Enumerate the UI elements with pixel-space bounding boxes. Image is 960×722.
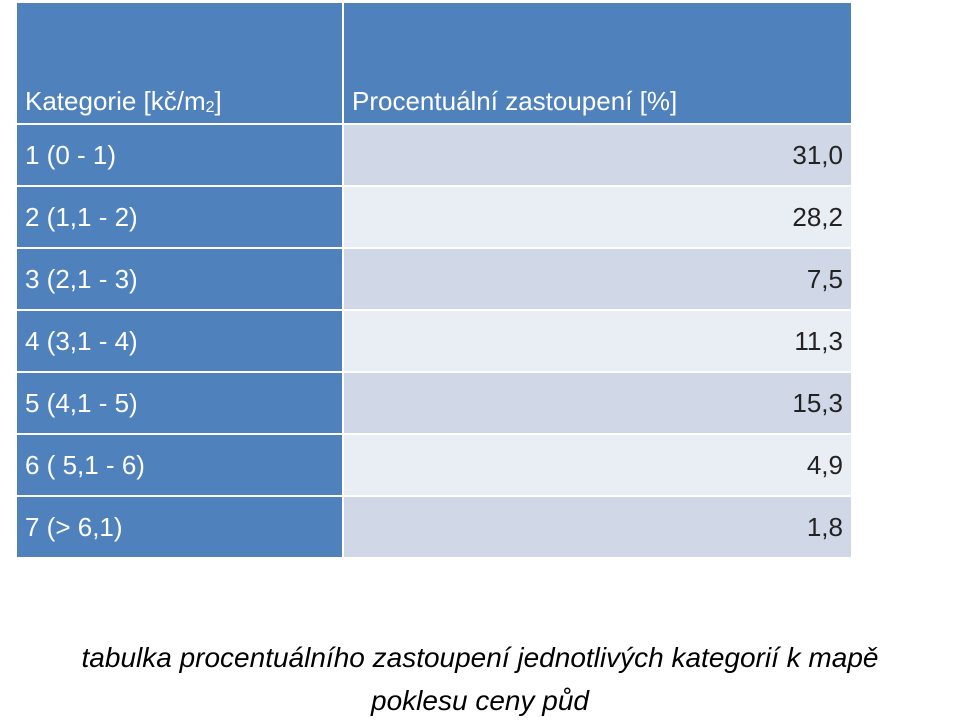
percent-cell: 7,5 (344, 249, 851, 309)
header-text: ] (214, 86, 222, 116)
category-cell: 3 (2,1 - 3) (17, 249, 342, 309)
category-cell: 1 (0 - 1) (17, 125, 342, 185)
percent-cell: 28,2 (344, 187, 851, 247)
caption: tabulka procentuálního zastoupení jednot… (81, 642, 879, 673)
percent-cell: 15,3 (344, 373, 851, 433)
category-cell: 7 (> 6,1) (17, 497, 342, 557)
header-text: Procentuální zastoupení [%] (352, 86, 678, 116)
percent-cell: 1,8 (344, 497, 851, 557)
header-text: Kategorie [kč/m (25, 86, 206, 116)
category-cell: 2 (1,1 - 2) (17, 187, 342, 247)
header-cell: Procentuální zastoupení [%] (344, 3, 851, 123)
header-superscript: 2 (205, 99, 215, 116)
category-cell: 5 (4,1 - 5) (17, 373, 342, 433)
caption: poklesu ceny půd (371, 685, 589, 716)
percent-cell: 31,0 (344, 125, 851, 185)
category-cell: 4 (3,1 - 4) (17, 311, 342, 371)
percent-cell: 4,9 (344, 435, 851, 495)
header-cell: Kategorie [kč/m 2] (17, 3, 342, 123)
category-cell: 6 ( 5,1 - 6) (17, 435, 342, 495)
percent-cell: 11,3 (344, 311, 851, 371)
